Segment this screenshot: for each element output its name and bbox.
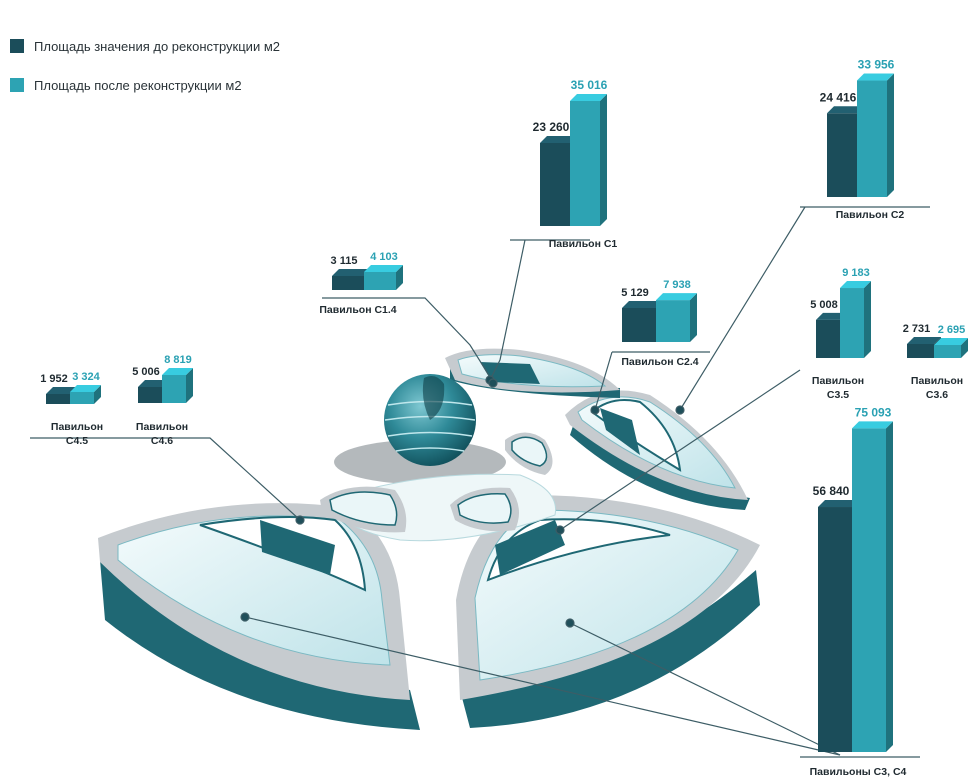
value-label-before-3: 3 115 <box>331 255 358 267</box>
leader-line-2 <box>679 206 930 411</box>
value-label-before-7: 1 952 <box>40 373 68 385</box>
category-label-8-line-2: С4.6 <box>151 435 173 447</box>
category-label-6-line-1: Павильон <box>911 375 963 387</box>
bar-group-3: 3 115 4 103 Павильон С1.4 <box>319 251 403 316</box>
value-label-before-1: 23 260 <box>533 120 570 134</box>
category-label-1: Павильон С1 <box>549 238 618 250</box>
bar-group-1: 23 260 35 016 Павильон С1 <box>533 78 618 250</box>
leader-line-4 <box>594 351 710 411</box>
wing-left-c4 <box>98 503 420 730</box>
leader-dot-8 <box>488 378 498 388</box>
leader-line-3 <box>322 297 496 386</box>
bar-group-5: 5 008 9 183 Павильон С3.5 <box>810 267 871 401</box>
value-label-after-5: 9 183 <box>842 267 870 279</box>
value-label-after-8: 8 819 <box>164 354 192 366</box>
bar-before-8 <box>138 380 169 403</box>
leader-lines <box>30 206 930 758</box>
bar-groups: 23 260 35 016 Павильон С1 24 416 33 956 Павил… <box>40 58 968 778</box>
leader-line-6 <box>30 437 301 521</box>
leader-dot-7 <box>565 618 575 628</box>
legend-label-after: Площадь после реконструкции м2 <box>34 77 242 93</box>
value-label-after-2: 33 956 <box>858 58 895 72</box>
bar-after-4 <box>656 293 697 342</box>
bar-group-8: 5 006 8 819 Павильон С4.6 <box>132 354 193 447</box>
legend-label-before: Площадь значения до реконструкции м2 <box>34 38 280 54</box>
category-label-5-line-1: Павильон <box>812 375 864 387</box>
bar-after-8 <box>162 368 193 403</box>
value-label-after-7: 3 324 <box>72 371 100 383</box>
legend-swatch-before <box>10 39 24 53</box>
bar-before-9 <box>818 500 859 752</box>
bar-after-3 <box>364 265 403 290</box>
category-label-8-line-1: Павильон <box>136 421 188 433</box>
leader-dot-3 <box>590 405 600 415</box>
value-label-after-6: 2 695 <box>938 324 966 336</box>
legend-item-before: Площадь значения до реконструкции м2 <box>10 36 280 56</box>
legend-item-after: Площадь после реконструкции м2 <box>10 75 280 95</box>
value-label-before-9: 56 840 <box>813 484 850 498</box>
small-pods <box>320 432 553 533</box>
sphere-dome <box>384 374 476 466</box>
bar-group-7: 1 952 3 324 Павильон С4.5 <box>40 371 103 447</box>
category-label-7-line-1: Павильон <box>51 421 103 433</box>
leader-line-7 <box>244 616 841 756</box>
leader-line-5 <box>559 369 801 531</box>
leader-dot-6 <box>240 612 250 622</box>
bar-after-1 <box>570 93 607 226</box>
pavilion-complex-illustration <box>98 348 760 730</box>
value-label-after-3: 4 103 <box>370 251 398 263</box>
category-label-9: Павильоны С3, С4 <box>810 766 907 778</box>
value-label-after-4: 7 938 <box>663 279 691 291</box>
category-label-3: Павильон С1.4 <box>319 304 396 316</box>
value-label-before-6: 2 731 <box>903 323 931 335</box>
leader-line-8 <box>569 622 841 756</box>
bar-after-9 <box>852 421 893 752</box>
bar-group-2: 24 416 33 956 Павильон С2 <box>820 58 905 221</box>
bar-group-9: 56 840 75 093 Павильоны С3, С4 <box>810 405 907 778</box>
leader-dot-2 <box>675 405 685 415</box>
value-label-before-5: 5 008 <box>810 299 838 311</box>
wing-right-upper-c2 <box>565 390 750 510</box>
wing-right-c3 <box>456 495 760 728</box>
legend: Площадь значения до реконструкции м2 Пло… <box>10 36 280 114</box>
value-label-before-8: 5 006 <box>132 366 160 378</box>
category-label-6-line-2: С3.6 <box>926 389 948 401</box>
value-label-before-4: 5 129 <box>621 287 649 299</box>
value-label-after-9: 75 093 <box>855 405 892 419</box>
bar-after-7 <box>70 385 101 404</box>
bar-group-6: 2 731 2 695 Павильон С3.6 <box>903 323 968 401</box>
bar-after-2 <box>857 73 894 197</box>
category-label-4: Павильон С2.4 <box>621 356 698 368</box>
leader-dot-5 <box>295 515 305 525</box>
bar-after-6 <box>934 338 968 358</box>
value-label-after-1: 35 016 <box>571 78 608 92</box>
bar-group-4: 5 129 7 938 Павильон С2.4 <box>621 279 699 368</box>
bar-after-5 <box>840 281 871 358</box>
category-label-5-line-2: С3.5 <box>827 389 849 401</box>
wing-upper-c1 <box>445 348 620 398</box>
category-label-2: Павильон С2 <box>836 209 905 221</box>
leader-dot-4 <box>555 525 565 535</box>
legend-swatch-after <box>10 78 24 92</box>
value-label-before-2: 24 416 <box>820 90 857 104</box>
category-label-7-line-2: С4.5 <box>66 435 88 447</box>
